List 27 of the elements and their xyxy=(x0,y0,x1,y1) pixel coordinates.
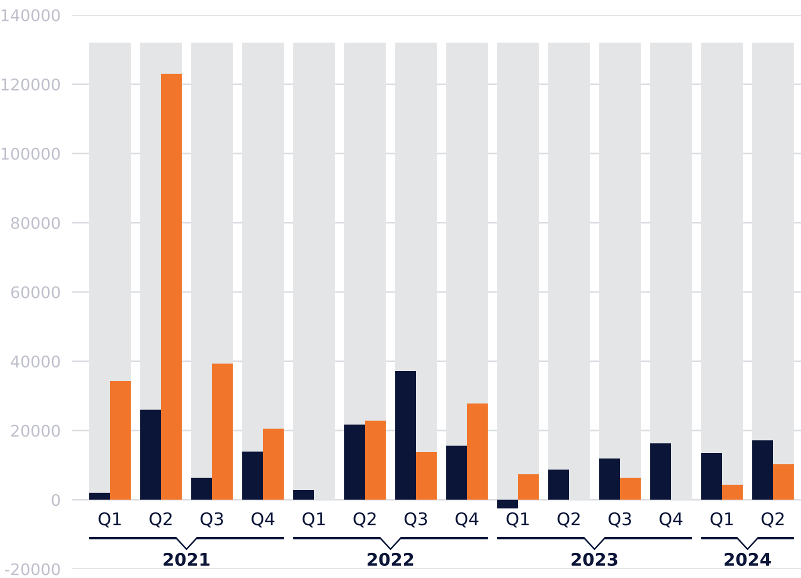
annotation: 2022 xyxy=(368,552,414,566)
x-tick-label: Q2 xyxy=(150,512,172,528)
x-tick-label: Q2 xyxy=(558,512,580,528)
x-tick-label: Q3 xyxy=(404,512,427,528)
x-tick-label: Q1 xyxy=(506,512,529,528)
x-tick-label: Q4 xyxy=(252,512,274,528)
x-tick-label: Q1 xyxy=(710,512,733,528)
x-tick-label: Q4 xyxy=(456,512,478,528)
x-tick-label: Q2 xyxy=(354,512,376,528)
annotation: 2023 xyxy=(572,552,618,566)
y-tick-label: 80000 xyxy=(11,216,60,230)
y-tick-label: 20000 xyxy=(11,424,60,437)
y-tick-label: 140000 xyxy=(2,9,60,22)
x-tick-label: Q3 xyxy=(608,512,631,528)
y-tick-label: 0 xyxy=(52,494,60,506)
x-tick-label: Q2 xyxy=(762,512,784,528)
x-tick-label: Q1 xyxy=(302,512,325,528)
annotation: 2024 xyxy=(724,552,771,566)
x-tick-label: Q1 xyxy=(98,512,121,528)
y-tick-label: 40000 xyxy=(10,355,60,368)
annotation: 2021 xyxy=(164,552,210,566)
x-tick-label: Q3 xyxy=(200,512,223,528)
y-tick-label: 120000 xyxy=(2,78,60,91)
y-tick-label: 100000 xyxy=(2,148,60,160)
x-tick-label: Q4 xyxy=(660,512,682,528)
y-tick-label: 60000 xyxy=(11,286,60,298)
y-tick-label: -20000 xyxy=(5,563,60,576)
